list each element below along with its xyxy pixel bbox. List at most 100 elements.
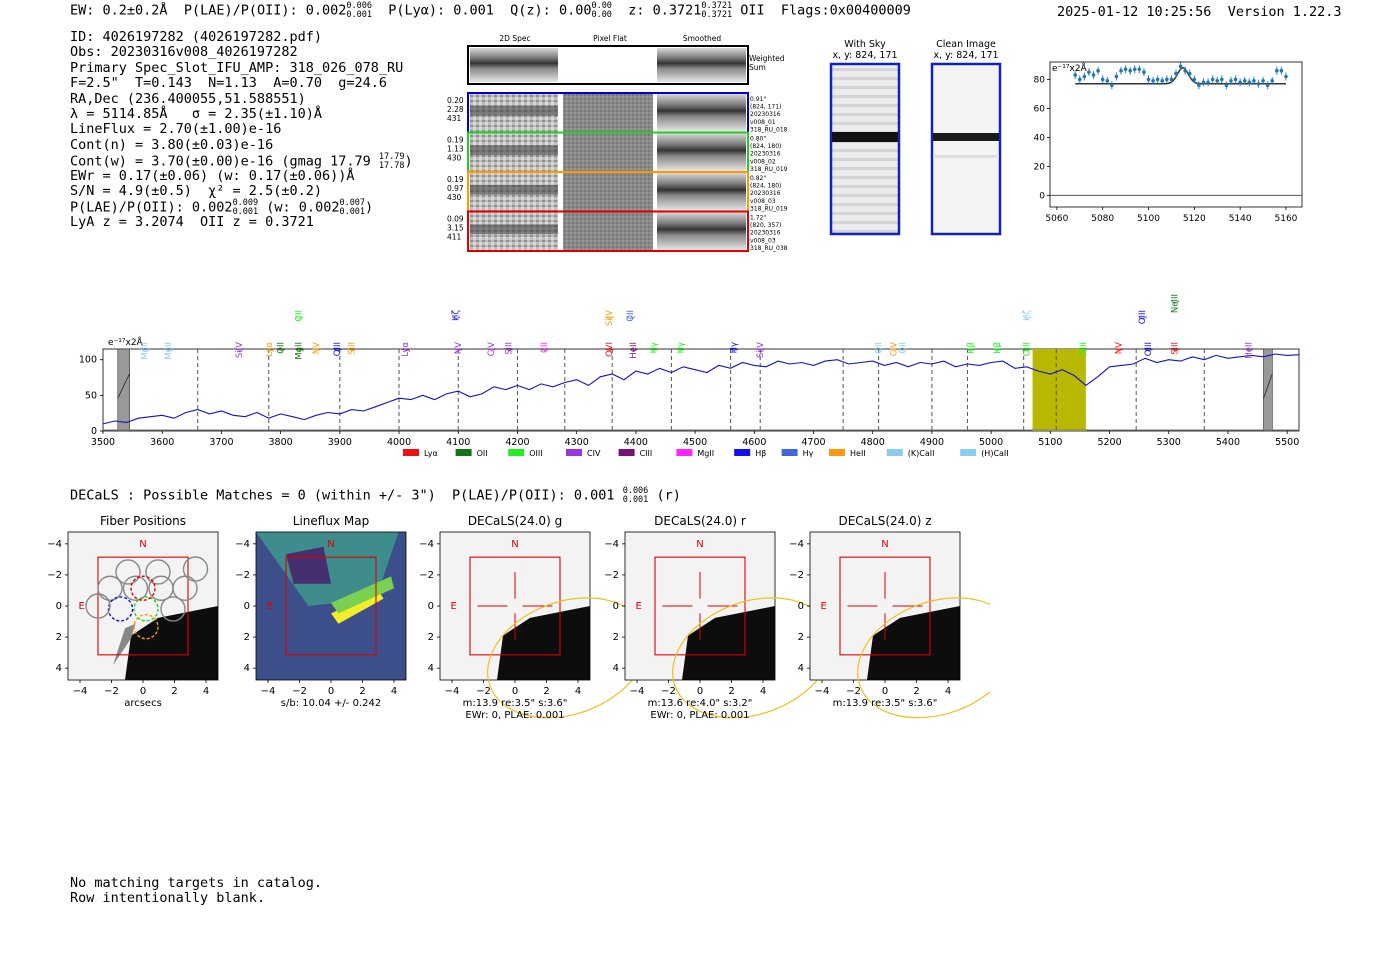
line-label-group: Hζ{ <box>451 310 461 321</box>
line-label-brace: { <box>650 347 659 352</box>
line-label-brace: { <box>1171 299 1180 304</box>
x-tick: 2 <box>359 686 365 697</box>
line-label-brace: { <box>626 315 635 320</box>
panel-caption: m:13.6 re:4.0" s:3.2" <box>648 698 753 709</box>
cutout-right-label: v008_01 <box>750 119 776 126</box>
line-label-brace: { <box>1171 347 1180 352</box>
line-label-group: SiII{ <box>505 342 515 355</box>
legend-swatch <box>960 449 977 456</box>
legend-swatch <box>455 449 472 456</box>
spectrum-x-tick: 4100 <box>446 437 470 448</box>
zoom-point <box>1142 70 1146 74</box>
line-label: Hβ <box>966 342 976 354</box>
x-tick: 0 <box>697 686 703 697</box>
info-lambda: λ = 5114.85Å σ = 2.35(±1.10)Å <box>70 105 322 122</box>
line-label: OIII <box>1144 342 1154 356</box>
cutout-right-label: 318_RU_019 <box>750 205 788 212</box>
zoom-point <box>1224 83 1229 87</box>
line-label: OII <box>294 310 304 322</box>
legend-label: (K)CaII <box>908 449 935 458</box>
spectrum-x-tick: 5100 <box>1038 437 1062 448</box>
x-tick: 4 <box>575 686 581 697</box>
y-tick: 4 <box>428 663 434 674</box>
zoom-point <box>1192 77 1197 82</box>
y-tick: 0 <box>798 601 804 612</box>
panel-caption: m:13.9 re:3.5" s:3.6" <box>463 698 568 709</box>
weighted-sum-frame <box>467 45 749 85</box>
with-sky-title: With Sky <box>844 39 886 50</box>
line-label: NV <box>454 342 464 354</box>
line-label-brace: { <box>540 347 549 352</box>
info-lineflux: LineFlux = 2.70(±1.00)e-16 <box>70 121 282 138</box>
compass-e: E <box>821 601 827 612</box>
line-label-brace: { <box>875 347 884 352</box>
line-label-brace: { <box>312 347 321 352</box>
y-tick: −4 <box>419 539 434 550</box>
cutout-right-label: 20230316 <box>750 111 781 118</box>
zoom-point <box>1256 81 1261 86</box>
info-id: ID: 4026197282 (4026197282.pdf) <box>70 29 322 45</box>
col-flat-label: Pixel Flat <box>593 34 627 43</box>
panel-title: Lineflux Map <box>293 514 369 528</box>
cutout-right-label: v008_03 <box>750 198 776 205</box>
cutout-right-label: 20230316 <box>750 151 781 158</box>
zoom-point <box>1073 73 1077 77</box>
line-label-brace: { <box>1245 347 1254 352</box>
line-label-group: Hβ{ <box>993 342 1003 354</box>
zoom-point <box>1242 79 1247 83</box>
spectrum-x-tick: 4000 <box>387 437 411 448</box>
line-label-group: SiII{ <box>1171 342 1181 355</box>
spectrum-x-tick: 4400 <box>624 437 648 448</box>
cutout-right-label: 318_RU_018 <box>750 126 788 133</box>
decals-summary: DECaLS : Possible Matches = 0 (within +/… <box>70 486 681 505</box>
line-label-group: Hβ{ <box>966 342 976 354</box>
line-label-group: NV{ <box>1114 342 1124 354</box>
line-label-group: MgII{ <box>164 342 174 360</box>
cutout-left-label: 430 <box>447 193 462 202</box>
spectrum-x-tick: 5300 <box>1157 437 1181 448</box>
zoom-point <box>1165 77 1169 82</box>
y-tick: 2 <box>56 632 62 643</box>
x-tick: 2 <box>728 686 734 697</box>
catalog-note-line2: Row intentionally blank. <box>70 890 266 907</box>
fiber-circle <box>160 596 186 622</box>
cutout-right-label: 0.82" <box>750 175 766 182</box>
zoom-point <box>1151 79 1155 83</box>
line-label-brace: { <box>294 315 303 320</box>
line-label-group: OII{ <box>626 310 636 322</box>
compass-e: E <box>451 601 457 612</box>
cutout-left-label: 431 <box>447 114 462 123</box>
panel-caption: m:13.9 re:3.5" s:3.6" <box>833 698 938 709</box>
y-tick: 0 <box>428 601 434 612</box>
search-box <box>285 556 377 656</box>
panel-title: DECaLS(24.0) z <box>838 514 931 528</box>
y-tick: 4 <box>244 663 250 674</box>
line-label-group: OIII{ <box>1023 342 1033 356</box>
zoom-x-tick: 5120 <box>1183 214 1206 224</box>
spectrum-x-tick: 5200 <box>1097 437 1121 448</box>
full-spectrum-chart: e⁻¹⁷x2Å 3500 3600 3700 3800 3900 4000 4100 4200 4… <box>79 294 1300 458</box>
legend-label: (H)CaII <box>981 449 1008 458</box>
zoom-point <box>1091 73 1096 77</box>
cutout-left-label: 0.19 <box>447 175 464 184</box>
cutout-left-label: 411 <box>447 233 462 242</box>
line-label-brace: { <box>898 347 907 352</box>
x-tick: −2 <box>661 686 676 697</box>
x-tick: −4 <box>815 686 830 697</box>
cutout-left-label: 0.09 <box>447 215 464 224</box>
line-label-brace: { <box>454 347 463 352</box>
legend-swatch <box>676 449 693 456</box>
search-box <box>469 556 561 656</box>
image-panel-1: Lineflux Map N E −4 4 −2 2 0 0 2 −2 4 −4 s/b: 10.04 +… <box>235 514 407 709</box>
line-label: OVI <box>605 342 615 357</box>
line-label-brace: { <box>605 347 614 352</box>
galaxy-ellipse <box>857 597 990 719</box>
line-label: OII <box>898 342 908 354</box>
legend-label: Hγ <box>803 449 814 458</box>
fiber-circle <box>133 596 159 622</box>
line-label: Hγ <box>676 342 686 353</box>
y-tick: −2 <box>419 570 434 581</box>
cutout-frame-3 <box>467 210 749 252</box>
x-tick: 2 <box>913 686 919 697</box>
